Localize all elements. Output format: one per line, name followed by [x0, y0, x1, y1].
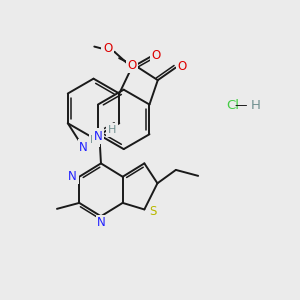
Text: H: H: [251, 99, 261, 112]
Text: O: O: [103, 42, 112, 56]
Text: N: N: [79, 140, 88, 154]
Text: —: —: [234, 99, 247, 112]
Text: H: H: [90, 135, 99, 145]
Text: O: O: [152, 49, 161, 62]
Text: N: N: [97, 216, 106, 229]
Text: N: N: [94, 130, 102, 142]
Text: O: O: [127, 59, 136, 72]
Text: N: N: [68, 170, 77, 183]
Text: Cl: Cl: [226, 99, 239, 112]
Text: H: H: [108, 125, 116, 135]
Text: O: O: [178, 60, 187, 73]
Text: S: S: [150, 205, 157, 218]
